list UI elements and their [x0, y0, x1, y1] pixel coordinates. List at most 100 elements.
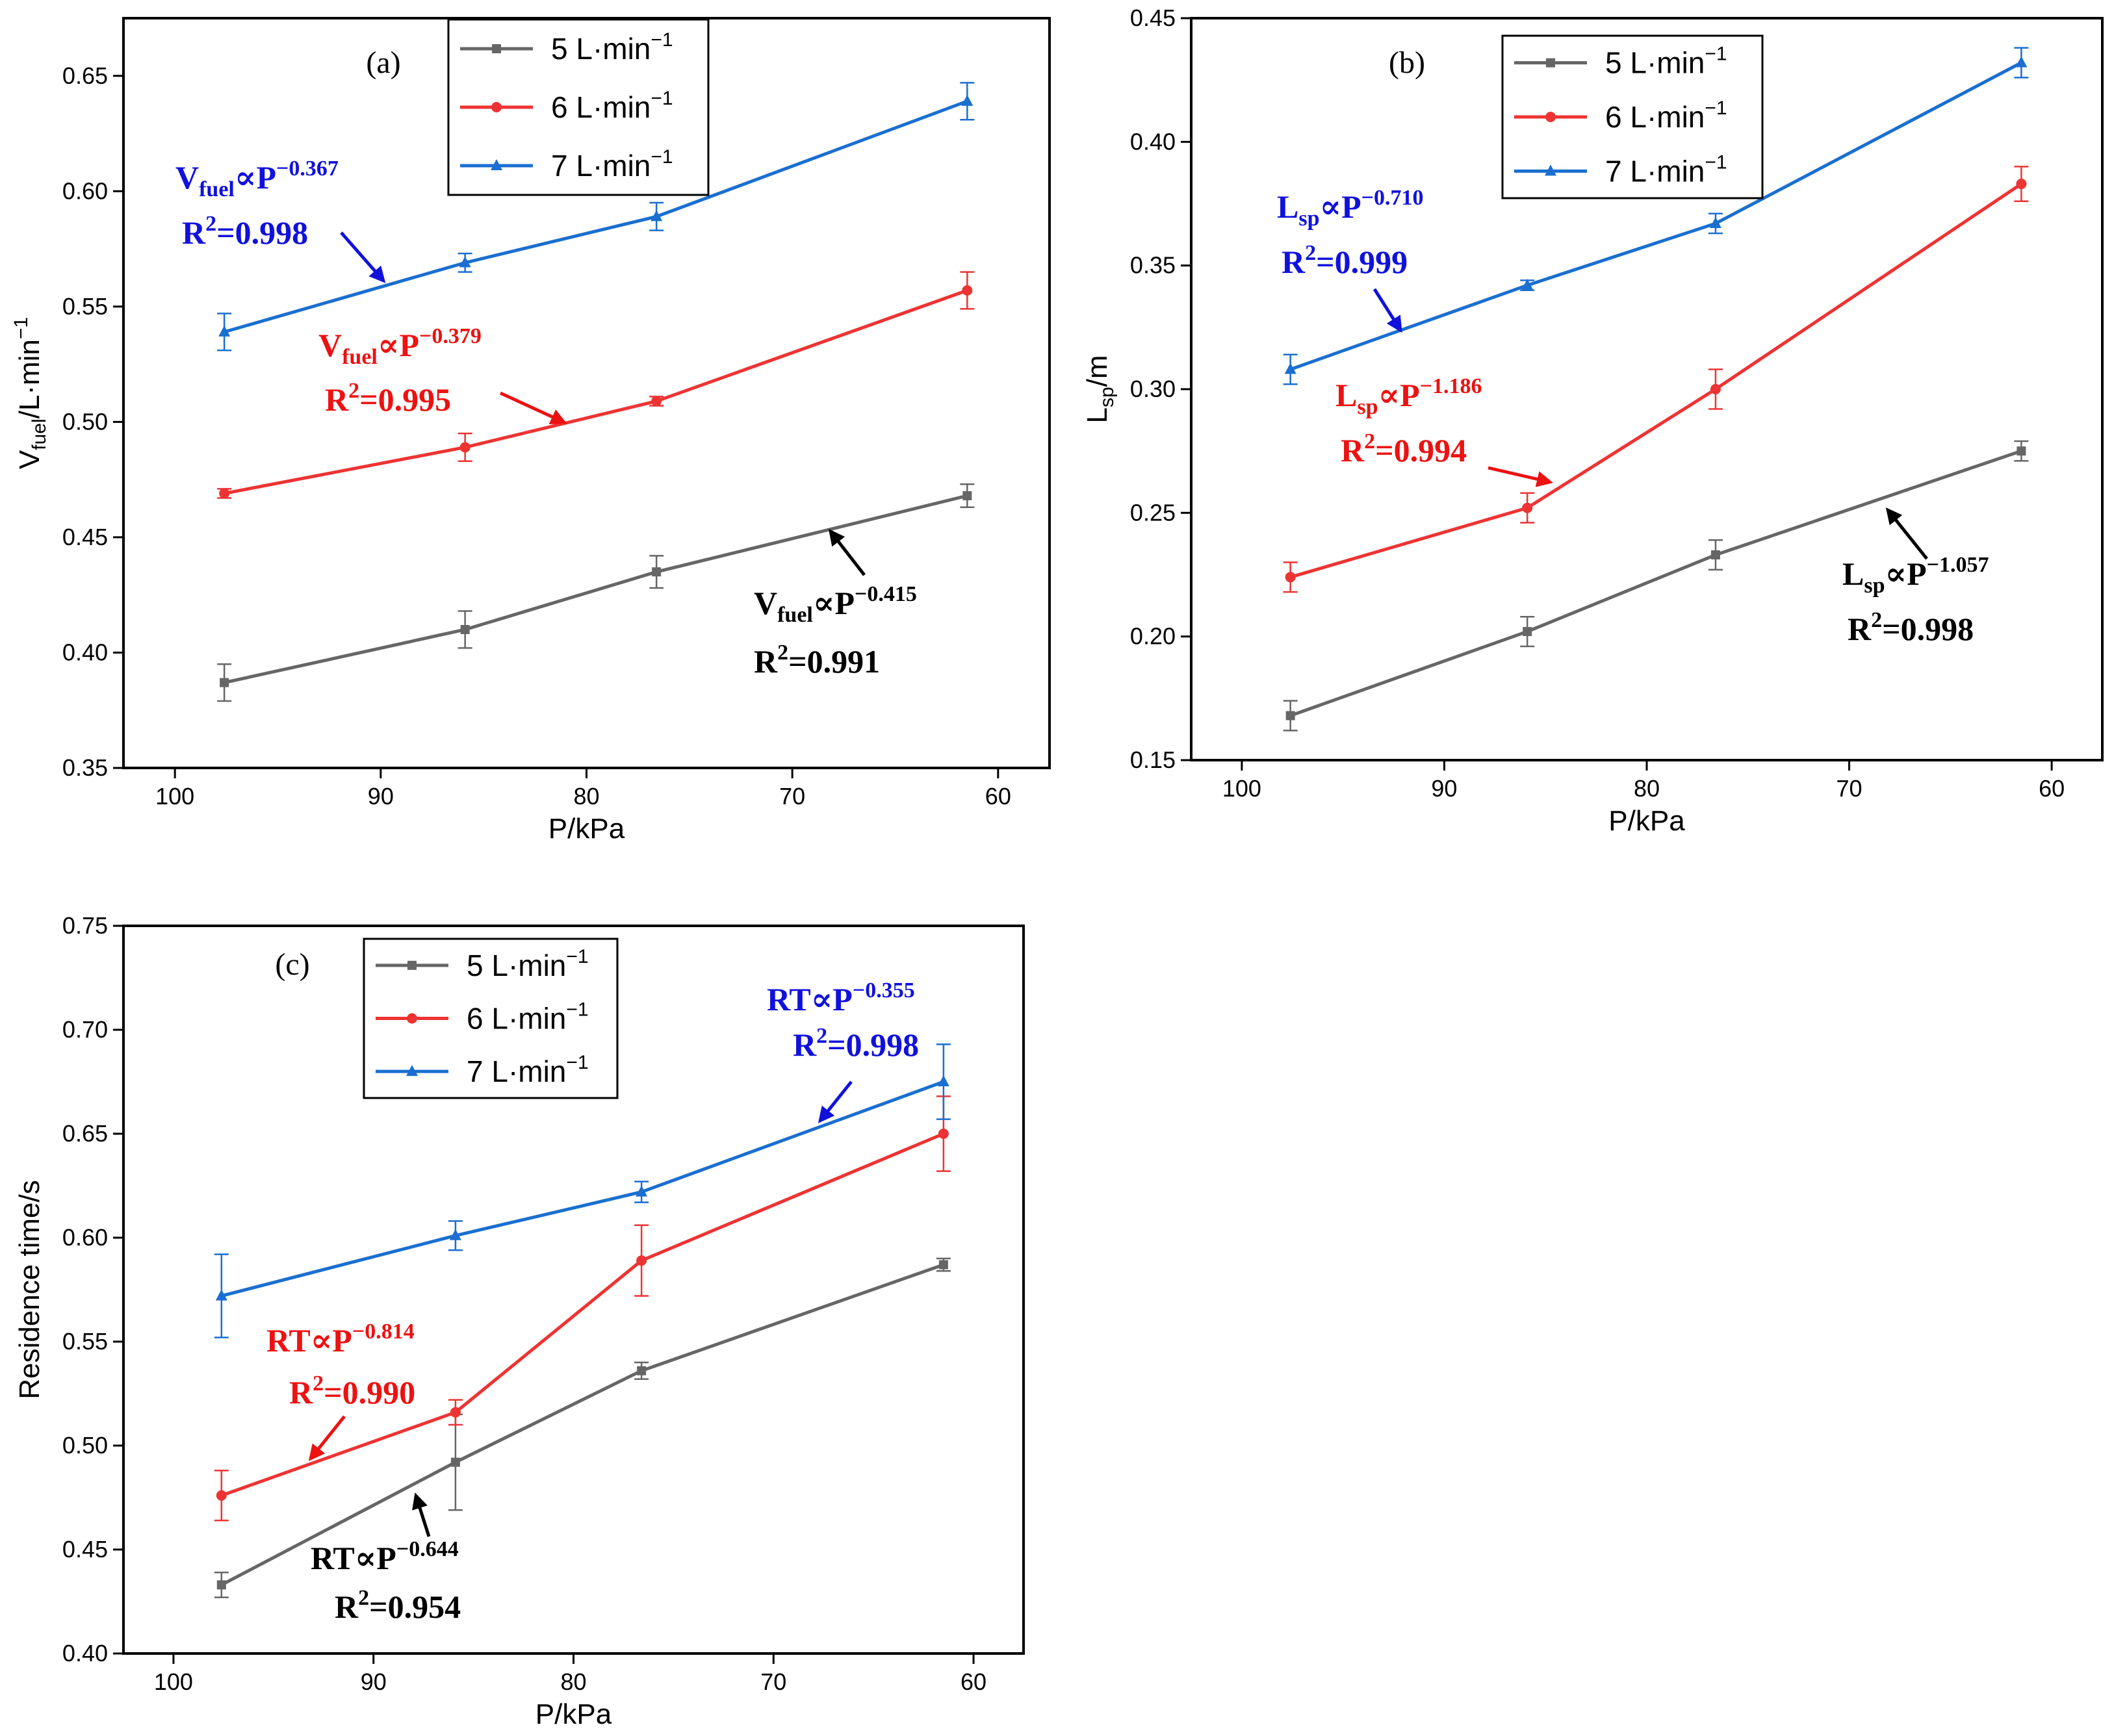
x-tick-label: 90	[368, 783, 394, 810]
legend-label-superscript: −1	[566, 999, 588, 1021]
fit-relation: ∝P	[813, 585, 855, 621]
fit-equation: Lsp∝P−1.186	[1335, 374, 1482, 419]
x-tick-label: 100	[1222, 775, 1261, 802]
y-tick-label: 0.40	[1130, 128, 1176, 155]
data-point	[1710, 384, 1721, 394]
y-axis-title-subscript: fuel	[29, 418, 50, 450]
x-tick-label: 80	[573, 783, 599, 810]
data-point	[2015, 56, 2028, 68]
series-line	[220, 1132, 944, 1498]
y-axis-title-main: Residence time/s	[14, 1180, 45, 1399]
r-squared-superscript: 2	[313, 1372, 324, 1396]
data-point	[218, 325, 231, 337]
y-tick-label: 0.45	[1130, 5, 1176, 31]
series-5-lpm	[1283, 440, 2029, 732]
fit-relation: ∝P	[1320, 188, 1361, 225]
r-squared-value: =0.991	[788, 643, 880, 680]
fit-equation: Vfuel∝P−0.367	[175, 157, 339, 201]
fit-r-squared: R2=0.998	[793, 1024, 919, 1063]
y-tick-label: 0.35	[62, 754, 108, 781]
legend-label: 7 L·min−1	[467, 1052, 589, 1088]
legend: 5 L·min−16 L·min−17 L·min−1	[447, 18, 710, 196]
fit-equation: Vfuel∝P−0.415	[754, 582, 917, 627]
series-line	[221, 1080, 944, 1298]
series-5-lpm	[217, 483, 975, 702]
r-squared-value: =0.998	[216, 214, 308, 251]
x-tick-label: 70	[779, 783, 805, 810]
r-squared-label: R	[335, 1589, 359, 1625]
fit-exponent: −0.710	[1361, 186, 1424, 210]
fit-variable-subscript: sp	[1864, 574, 1885, 598]
series-line	[1289, 61, 2022, 371]
fit-exponent: −0.814	[352, 1320, 415, 1344]
fit-relation: ∝P	[378, 327, 419, 363]
data-point	[2016, 179, 2027, 190]
data-point	[459, 442, 470, 453]
data-point	[215, 1289, 227, 1301]
r-squared-label: R	[754, 643, 778, 680]
data-point	[216, 1490, 227, 1501]
data-point	[651, 396, 662, 407]
fit-variable-subscript: fuel	[342, 345, 378, 369]
data-point	[636, 1185, 648, 1197]
fit-variable: L	[1842, 555, 1864, 592]
legend-label: 7 L·min−1	[551, 146, 673, 183]
data-point	[460, 624, 470, 634]
data-point	[1521, 279, 1534, 290]
fit-exponent: −0.355	[853, 978, 915, 1002]
fit-equation: RT∝P−0.355	[767, 978, 915, 1017]
panel-label: (c)	[275, 947, 309, 982]
series-7-lpm	[1283, 47, 2029, 385]
series-line	[220, 1263, 944, 1587]
data-point	[220, 678, 229, 687]
series-line	[224, 99, 968, 334]
fit-exponent: −0.415	[855, 582, 917, 606]
r-squared-superscript: 2	[1871, 608, 1882, 632]
data-point	[2017, 446, 2026, 456]
fit-variable: RT	[767, 981, 811, 1017]
y-axis-title: Lsp/m	[1081, 355, 1118, 423]
fit-annotation: RT∝P−0.814 R2=0.990	[266, 1320, 415, 1461]
fit-equation: RT∝P−0.644	[311, 1537, 459, 1576]
y-tick-label: 0.55	[62, 1328, 108, 1355]
fit-variable: V	[318, 327, 342, 363]
y-axis-title-main: L	[1081, 407, 1113, 423]
data-point	[962, 285, 973, 296]
legend-label-superscript: −1	[1705, 151, 1727, 173]
fit-annotation: Vfuel∝P−0.379 R2=0.995	[318, 324, 567, 425]
x-tick-label: 60	[985, 783, 1011, 810]
fit-exponent: −1.057	[1927, 553, 1989, 577]
y-tick-label: 0.25	[1130, 499, 1176, 526]
r-squared-label: R	[793, 1027, 817, 1063]
annotation-arrow	[1885, 507, 1928, 560]
r-squared-label: R	[325, 381, 349, 418]
r-squared-value: =0.998	[827, 1027, 919, 1063]
series-7-lpm	[217, 82, 975, 351]
r-squared-value: =0.990	[324, 1374, 415, 1410]
data-point	[636, 1255, 647, 1266]
chart-panel-c: 100 90 80 70 60 0.40 0.45 0.50 0.55 0.60 0.65 0.70 0…	[14, 912, 1025, 1730]
fit-exponent: −1.186	[1420, 374, 1482, 398]
fit-variable: V	[175, 159, 199, 196]
y-tick-label: 0.60	[62, 177, 108, 204]
annotation-arrow	[1488, 466, 1553, 487]
fit-r-squared: R2=0.990	[289, 1372, 415, 1410]
x-axis-title: P/kPa	[548, 813, 625, 845]
y-tick-label: 0.40	[62, 639, 108, 665]
legend-marker	[1545, 112, 1556, 122]
fit-exponent: −0.644	[396, 1537, 459, 1561]
legend-label: 6 L·min−1	[551, 88, 673, 124]
x-tick-label: 80	[1634, 775, 1660, 802]
y-axis-title-superscript: −1	[10, 317, 32, 339]
series-line	[1289, 449, 2022, 717]
data-point	[1710, 550, 1720, 560]
data-point	[938, 1260, 948, 1270]
legend-label-text: 5 L·min	[551, 32, 651, 66]
r-squared-value: =0.995	[359, 381, 451, 418]
legend-label-text: 7 L·min	[467, 1054, 566, 1088]
legend-marker	[491, 102, 502, 112]
fit-r-squared: R2=0.994	[1341, 429, 1467, 468]
fit-annotation: Vfuel∝P−0.415 R2=0.991	[754, 529, 917, 680]
fit-r-squared: R2=0.999	[1282, 241, 1408, 280]
fit-annotation: RT∝P−0.355 R2=0.998	[767, 978, 919, 1123]
